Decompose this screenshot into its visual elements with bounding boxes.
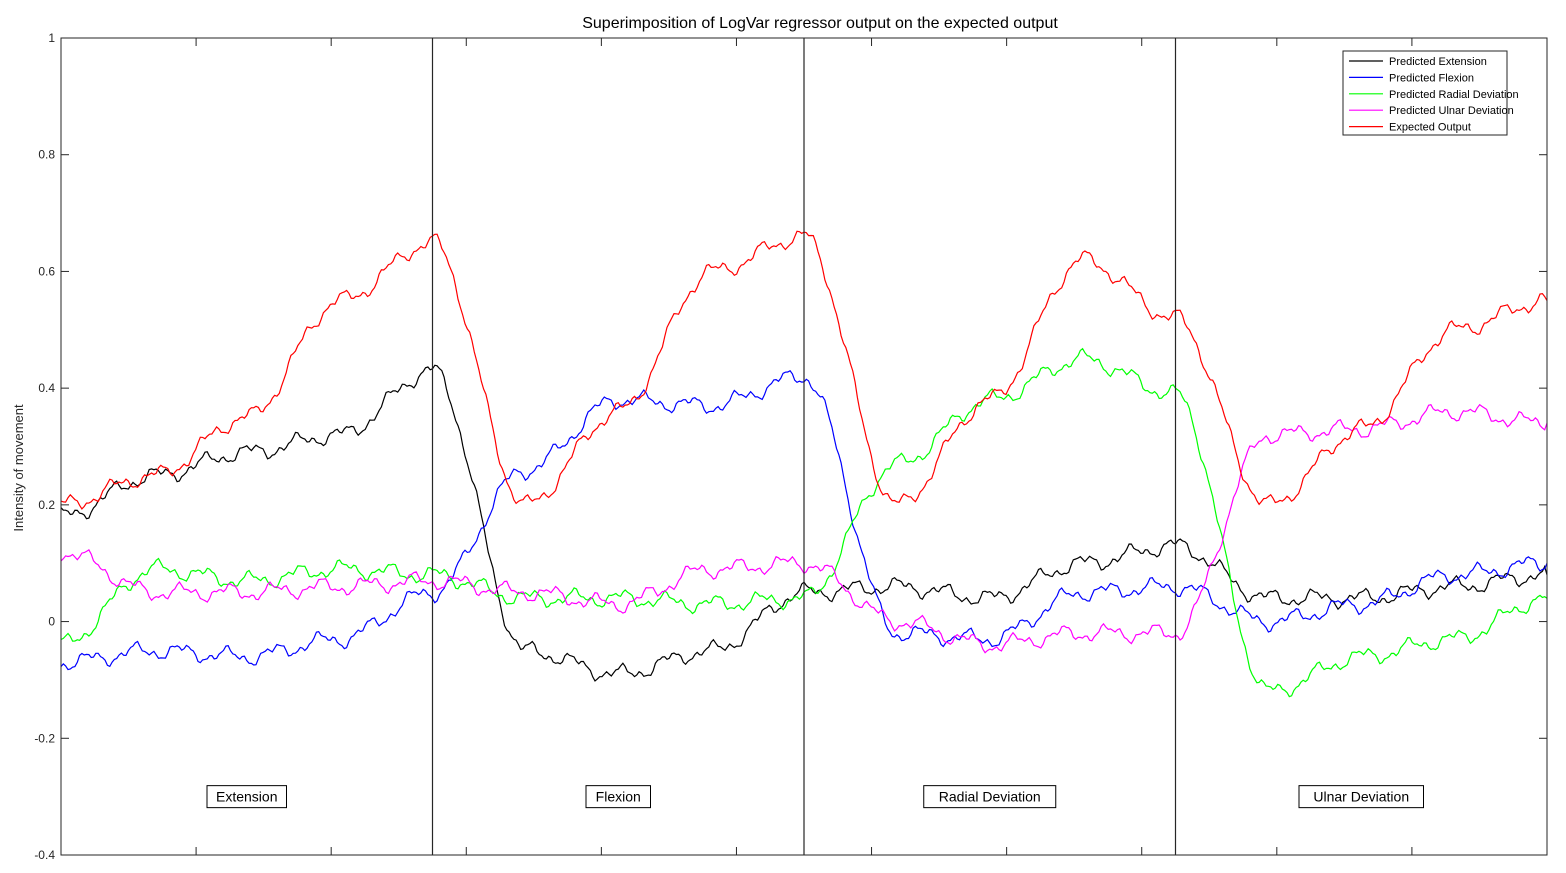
annotation-box: [923, 785, 1057, 809]
plot-area: Extension Flexion Radial Deviation Ulnar De…: [60, 37, 1548, 856]
legend-label: Predicted Ulnar Deviation: [1389, 105, 1514, 117]
y-tick-label: 0: [48, 615, 55, 629]
annotation-label: Ulnar Deviation: [1313, 789, 1409, 805]
y-tick-label: 0.6: [38, 264, 55, 278]
legend: Predicted Extension Predicted Flexion Pred…: [1342, 50, 1519, 136]
annotation-box: [206, 785, 287, 809]
y-tick-label: 0.2: [38, 498, 55, 512]
y-tick-label: -0.4: [34, 848, 55, 862]
chart-title: Superimposition of LogVar regressor outp…: [582, 15, 1058, 32]
y-tick-label: -0.2: [34, 731, 55, 745]
plot-frame: [60, 37, 1548, 856]
annotation-label: Extension: [216, 789, 277, 805]
legend-label: Expected Output: [1389, 122, 1471, 134]
y-tick-label: 0.8: [38, 148, 55, 162]
y-axis-label: Intensity of movement: [11, 404, 26, 532]
annotation-label: Flexion: [596, 789, 641, 805]
legend-label: Predicted Radial Deviation: [1389, 89, 1519, 101]
legend-label: Predicted Flexion: [1389, 72, 1474, 84]
y-tick-label: 1: [48, 31, 55, 45]
legend-box: [1342, 50, 1508, 136]
legend-label: Predicted Extension: [1389, 56, 1487, 68]
y-tick-label: 0.4: [38, 381, 55, 395]
annotation-box: [585, 785, 651, 809]
annotation-box: [1298, 785, 1424, 809]
annotation-label: Radial Deviation: [939, 789, 1041, 805]
